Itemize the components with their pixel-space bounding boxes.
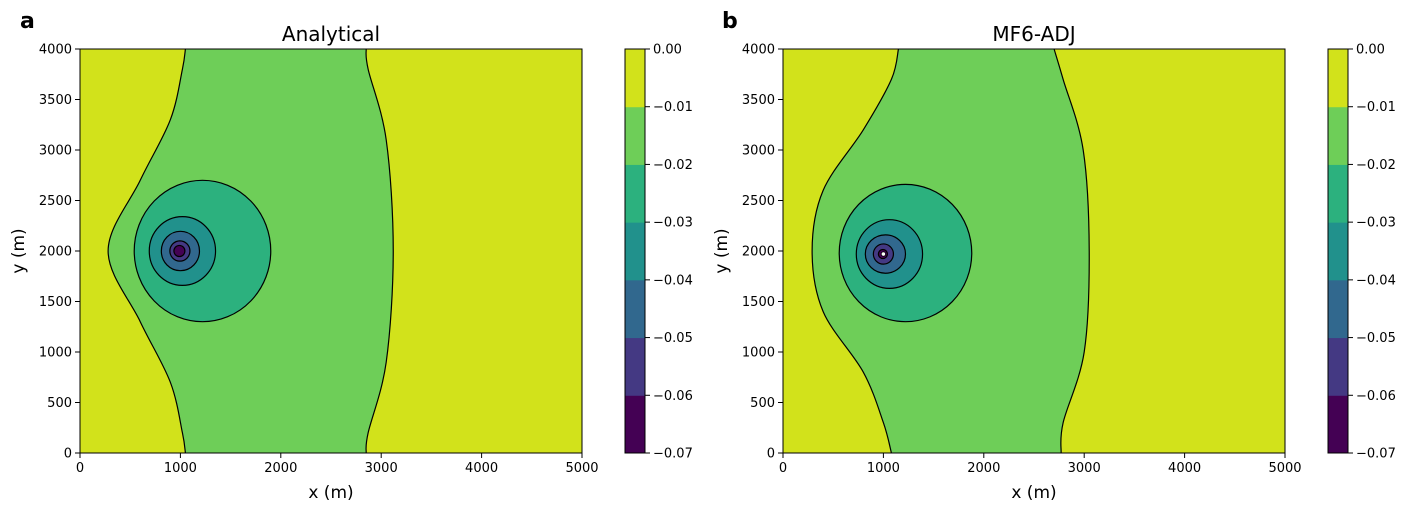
y-tick-label: 2000 bbox=[742, 245, 775, 260]
colorbar-band bbox=[1328, 49, 1348, 108]
colorbar-tick-label: −0.07 bbox=[1356, 447, 1396, 462]
panel-title: Analytical bbox=[282, 22, 380, 46]
x-tick-label: 5000 bbox=[565, 461, 598, 476]
colorbar-band bbox=[1328, 222, 1348, 281]
colorbar-band bbox=[625, 164, 645, 223]
plot-area bbox=[783, 49, 1285, 453]
well-marker bbox=[880, 251, 887, 257]
x-tick-label: 1000 bbox=[867, 461, 900, 476]
y-axis-label: y (m) bbox=[712, 228, 732, 273]
x-tick-label: 3000 bbox=[1068, 461, 1101, 476]
x-tick-label: 0 bbox=[779, 461, 787, 476]
colorbar-tick-label: −0.01 bbox=[1356, 100, 1396, 115]
panel-letter: b bbox=[722, 9, 738, 34]
colorbar-band bbox=[1328, 395, 1348, 454]
x-tick-label: 2000 bbox=[264, 461, 297, 476]
plot-area bbox=[80, 49, 582, 453]
y-tick-label: 1500 bbox=[39, 295, 72, 310]
colorbar-tick-label: −0.02 bbox=[653, 158, 693, 173]
colorbar-tick-label: 0.00 bbox=[1356, 43, 1385, 58]
colorbar-tick-label: −0.06 bbox=[1356, 389, 1396, 404]
y-tick-label: 1500 bbox=[742, 295, 775, 310]
contour--0.06 bbox=[173, 244, 186, 258]
y-tick-label: 4000 bbox=[39, 43, 72, 58]
x-tick-label: 4000 bbox=[1168, 461, 1201, 476]
x-tick-label: 3000 bbox=[365, 461, 398, 476]
colorbar-band bbox=[1328, 337, 1348, 396]
colorbar-tick-label: −0.05 bbox=[1356, 331, 1396, 346]
colorbar-tick-label: −0.05 bbox=[653, 331, 693, 346]
y-tick-label: 3000 bbox=[742, 144, 775, 159]
x-tick-label: 2000 bbox=[967, 461, 1000, 476]
y-tick-label: 3500 bbox=[742, 93, 775, 108]
y-tick-label: 500 bbox=[47, 396, 72, 411]
colorbar-frame bbox=[1327, 48, 1349, 454]
colorbar-band bbox=[625, 106, 645, 165]
panel-title: MF6-ADJ bbox=[992, 22, 1075, 46]
colorbar-tick-label: 0.00 bbox=[653, 43, 682, 58]
colorbar-band bbox=[625, 222, 645, 281]
x-tick-label: 0 bbox=[76, 461, 84, 476]
y-tick-label: 0 bbox=[64, 447, 72, 462]
colorbar-band bbox=[625, 395, 645, 454]
colorbar-tick-label: −0.01 bbox=[653, 100, 693, 115]
y-tick-label: 2000 bbox=[39, 245, 72, 260]
x-tick-label: 5000 bbox=[1268, 461, 1301, 476]
colorbar-band bbox=[1328, 106, 1348, 165]
contour-line-right bbox=[1053, 49, 1090, 453]
colorbar-band bbox=[625, 279, 645, 339]
contour-line-left bbox=[107, 49, 187, 453]
colorbar-tick-label: −0.04 bbox=[653, 273, 693, 288]
colorbar-band bbox=[625, 337, 645, 396]
y-tick-label: 3500 bbox=[39, 93, 72, 108]
y-axis-label: y (m) bbox=[9, 228, 29, 273]
panel-b: 0 1000 2000 3000 4000 5000 0 500 1000 1500 2000 250… bbox=[712, 9, 1396, 503]
colorbar-tick-label: −0.03 bbox=[1356, 216, 1396, 231]
colorbar-band bbox=[625, 49, 645, 108]
colorbar-band bbox=[1328, 279, 1348, 339]
colorbar-tick-label: −0.06 bbox=[653, 389, 693, 404]
x-tick-label: 1000 bbox=[164, 461, 197, 476]
y-tick-label: 2500 bbox=[39, 194, 72, 209]
panel-a: 0 1000 2000 3000 4000 5000 0 500 1000 1500 2000 250… bbox=[9, 9, 693, 503]
colorbar-tick-label: −0.07 bbox=[653, 447, 693, 462]
colorbar-tick-label: −0.04 bbox=[1356, 273, 1396, 288]
x-tick-label: 4000 bbox=[465, 461, 498, 476]
y-tick-label: 0 bbox=[767, 447, 775, 462]
y-tick-label: 500 bbox=[750, 396, 775, 411]
y-tick-label: 1000 bbox=[742, 346, 775, 361]
x-axis-label: x (m) bbox=[1011, 483, 1056, 503]
colorbar-band bbox=[1328, 164, 1348, 223]
panel-letter: a bbox=[20, 9, 35, 34]
y-tick-label: 1000 bbox=[39, 346, 72, 361]
y-tick-label: 4000 bbox=[742, 43, 775, 58]
colorbar-tick-label: −0.03 bbox=[653, 216, 693, 231]
colorbar-frame bbox=[624, 48, 646, 454]
y-tick-label: 3000 bbox=[39, 144, 72, 159]
colorbar-tick-label: −0.02 bbox=[1356, 158, 1396, 173]
contour-line-right bbox=[365, 49, 394, 453]
x-axis-label: x (m) bbox=[308, 483, 353, 503]
contour-line-left bbox=[811, 49, 900, 453]
y-tick-label: 2500 bbox=[742, 194, 775, 209]
